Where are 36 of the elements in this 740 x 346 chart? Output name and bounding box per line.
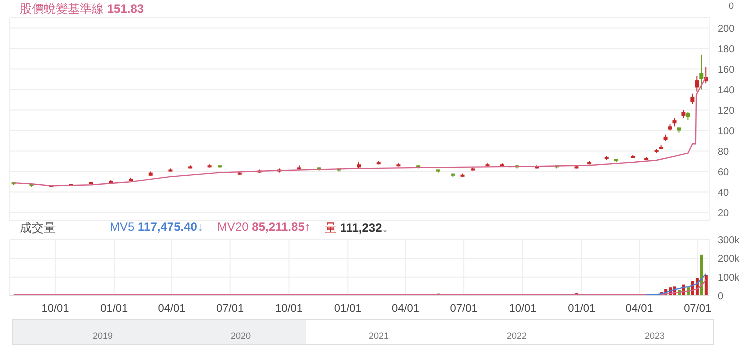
x-tick-label: 01/01 [100,302,128,315]
y-tick-label: 40 [718,188,730,199]
x-tick-label: 10/01 [509,302,537,315]
x-tick-label: 01/01 [334,302,362,315]
x-tick-label: 04/01 [158,302,186,315]
y-tick-label: 80 [718,146,730,158]
range-navigator: 2019 2020 2021 2022 2023 [12,319,714,345]
x-tick-label: 07/01 [684,302,712,315]
y-tick-label: 200 [718,24,736,35]
x-tick-label: 07/01 [450,302,478,315]
text: MV20 [217,220,250,234]
y-tick-label: 60 [718,167,730,178]
y-tick-label: 140 [718,85,736,96]
text: MV5 [110,220,136,234]
text: 量 [324,221,338,235]
text: 股價蛻變基準線 [20,2,105,16]
annotation: 111,232↓ [340,221,388,235]
annotation: 85,211.85↑ [252,220,311,234]
x-tick-label: 04/01 [392,302,420,315]
y-tick-label: 100 [718,126,736,138]
x-tick-label: 10/01 [42,302,70,315]
y-tick-label: 0 [718,292,724,303]
chart-title: 成交量 [20,220,56,237]
annotation: 117,475.40↓ [138,220,204,234]
x-tick-label: 07/01 [216,302,244,315]
y-tick-label: 200k [718,254,740,266]
x-tick-label: 04/01 [626,302,654,315]
y-tick-label: 160 [718,64,736,76]
x-tick-label: 10/01 [275,302,303,315]
y-tick-label: 100k [718,272,740,284]
y-tick-label: 120 [718,106,736,117]
y-tick-label: 180 [718,44,736,56]
y-tick-label: 300k [718,236,740,247]
text: 151.83 [107,2,144,16]
x-tick-label: 01/01 [568,302,596,315]
y-tick-label: 20 [718,208,730,220]
